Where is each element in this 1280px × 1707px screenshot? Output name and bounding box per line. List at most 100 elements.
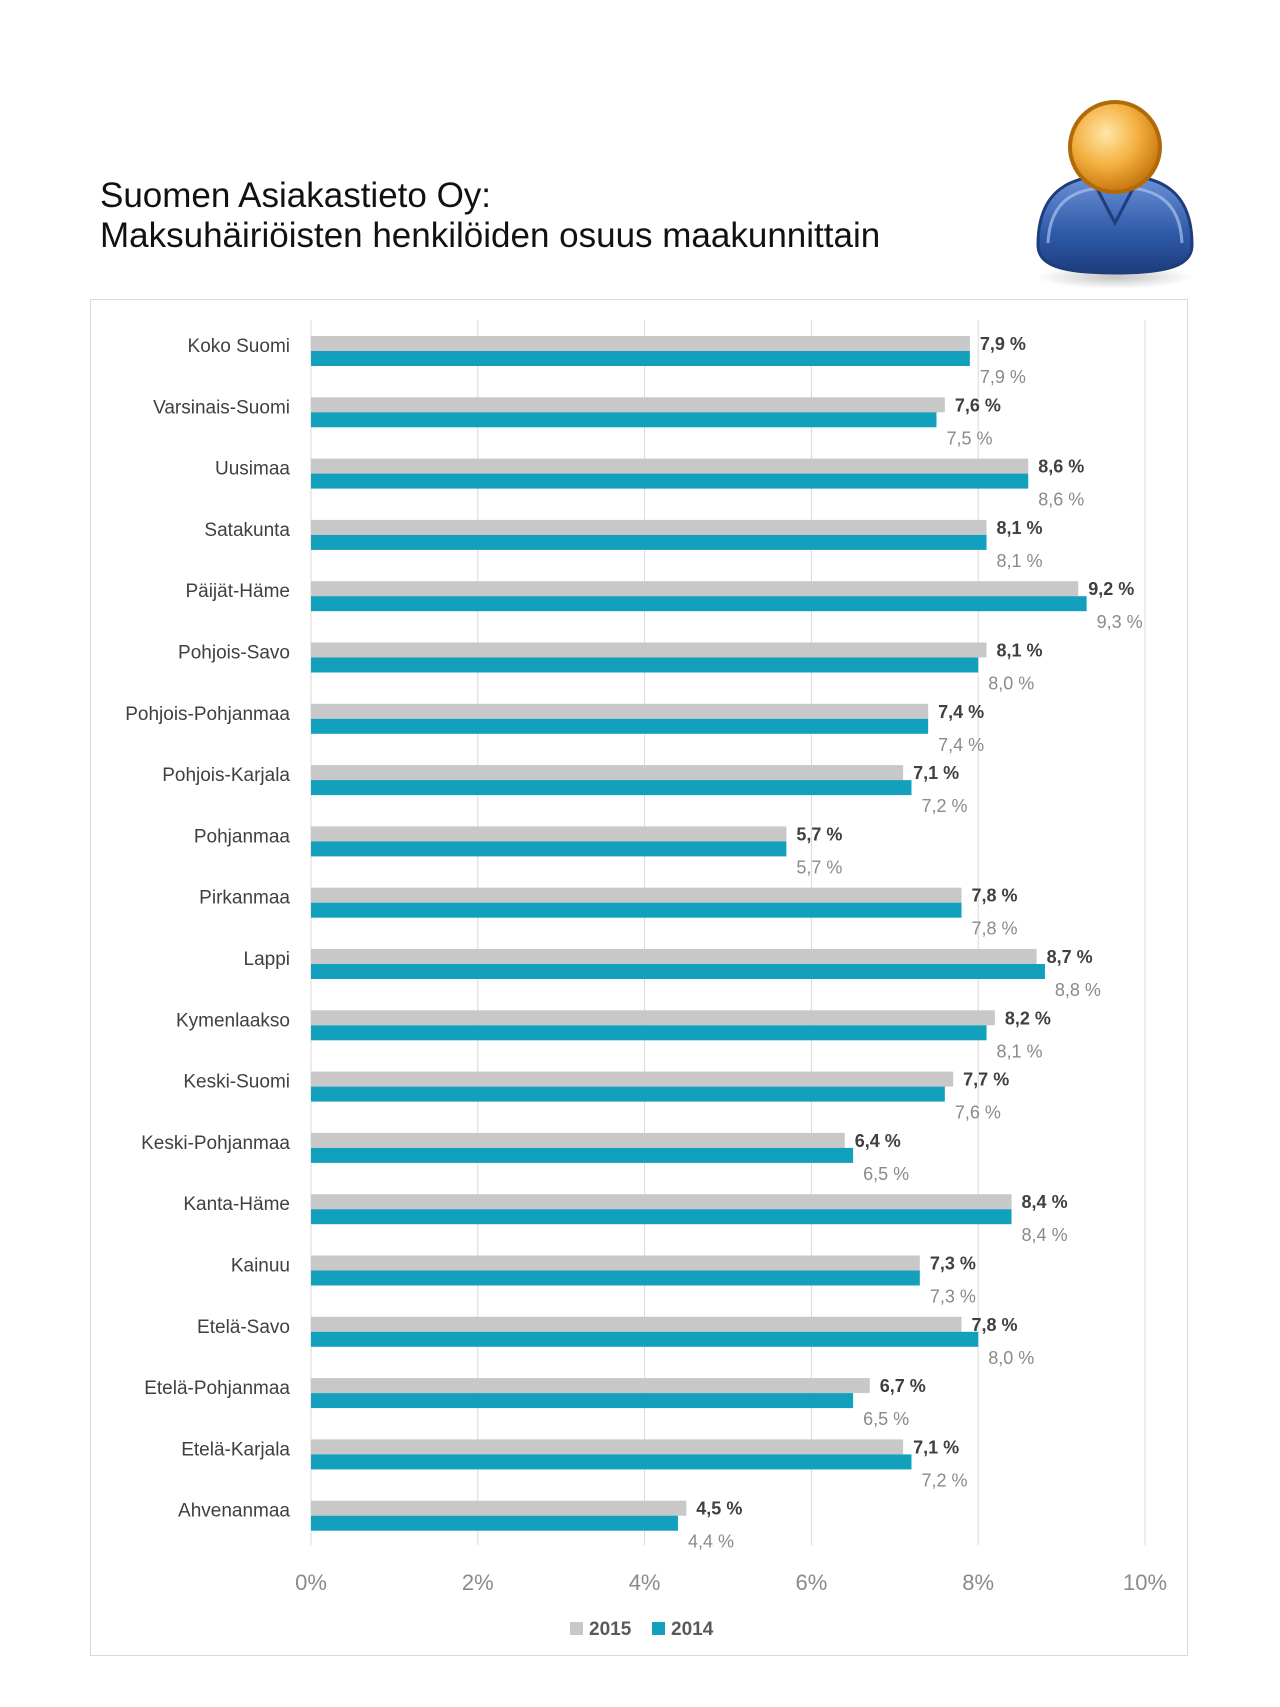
category-label: Etelä-Karjala [181, 1439, 290, 1460]
data-label-2015: 8,6 % [1038, 457, 1084, 477]
data-label-2015: 8,1 % [997, 518, 1043, 538]
bar-2014 [311, 718, 929, 734]
data-label-2014: 5,7 % [796, 857, 842, 877]
x-tick-label: 4% [629, 1570, 661, 1595]
data-label-2014: 7,4 % [938, 735, 984, 755]
bar-2015 [311, 703, 929, 719]
bar-2014 [311, 351, 970, 366]
data-label-2014: 7,3 % [930, 1287, 976, 1307]
bar-2014 [311, 1393, 854, 1409]
data-label-2014: 8,0 % [988, 674, 1034, 694]
bar-2014 [311, 473, 1029, 489]
bar-2015 [311, 458, 1029, 474]
data-label-2014: 7,5 % [947, 428, 993, 448]
bar-2014 [311, 1209, 1012, 1225]
bar-2014 [311, 1086, 945, 1102]
category-label: Kainuu [231, 1256, 290, 1277]
bar-2014 [311, 841, 787, 857]
data-label-2014: 8,0 % [988, 1348, 1034, 1368]
bar-2015 [311, 1378, 870, 1394]
bar-2015 [311, 1132, 845, 1148]
data-label-2015: 7,1 % [913, 1437, 959, 1457]
bar-2014 [311, 1454, 912, 1470]
bar-2014 [311, 657, 979, 673]
data-label-2014: 7,6 % [955, 1103, 1001, 1123]
data-label-2014: 6,5 % [863, 1164, 909, 1184]
data-label-2014: 8,1 % [997, 551, 1043, 571]
data-label-2014: 8,8 % [1055, 980, 1101, 1000]
bar-2015 [311, 581, 1079, 597]
chart-frame [90, 299, 1188, 1656]
bar-2015 [311, 826, 787, 842]
bar-2014 [311, 1331, 979, 1347]
category-label: Lappi [244, 949, 291, 970]
data-label-2015: 7,9 % [980, 334, 1026, 354]
data-label-2014: 8,4 % [1022, 1225, 1068, 1245]
bar-2015 [311, 949, 1037, 964]
bar-2015 [311, 397, 945, 413]
data-label-2014: 7,2 % [921, 1470, 967, 1490]
x-tick-label: 10% [1123, 1570, 1167, 1595]
data-label-2015: 7,6 % [955, 395, 1001, 415]
category-label: Kanta-Häme [183, 1194, 290, 1215]
bar-2015 [311, 642, 987, 658]
bar-2014 [311, 534, 987, 550]
category-label: Koko Suomi [188, 336, 290, 357]
data-label-2015: 6,4 % [855, 1131, 901, 1151]
category-label: Etelä-Pohjanmaa [144, 1378, 290, 1399]
bar-2014 [311, 1147, 854, 1163]
x-tick-label: 8% [962, 1570, 994, 1595]
bar-2014 [311, 596, 1087, 612]
chart-title: Suomen Asiakastieto Oy: Maksuhäiriöisten… [100, 176, 880, 256]
data-label-2015: 9,2 % [1088, 579, 1134, 599]
data-label-2015: 7,8 % [972, 886, 1018, 906]
data-label-2015: 7,3 % [930, 1254, 976, 1274]
title-line-2: Maksuhäiriöisten henkilöiden osuus maaku… [100, 216, 881, 255]
data-label-2015: 8,2 % [1005, 1008, 1051, 1028]
data-label-2014: 4,4 % [688, 1532, 734, 1552]
data-label-2015: 8,4 % [1022, 1192, 1068, 1212]
legend-label-2015: 2015 [589, 1619, 632, 1640]
person-icon [1030, 95, 1200, 295]
title-line-1: Suomen Asiakastieto Oy: [100, 176, 492, 215]
category-label: Satakunta [204, 520, 290, 541]
bar-2015 [311, 1071, 954, 1087]
bar-2015 [311, 765, 904, 781]
bar-2015 [311, 887, 962, 903]
category-label: Keski-Suomi [183, 1072, 290, 1093]
bar-2015 [311, 519, 987, 535]
bar-2015 [311, 1439, 904, 1455]
bar-2015 [311, 1194, 1012, 1210]
bar-2014 [311, 780, 912, 796]
x-tick-label: 6% [796, 1570, 828, 1595]
x-tick-label: 2% [462, 1570, 494, 1595]
category-label: Etelä-Savo [197, 1317, 290, 1338]
legend-label-2014: 2014 [671, 1619, 714, 1640]
data-label-2015: 8,1 % [997, 641, 1043, 661]
bar-2015 [311, 1316, 962, 1332]
data-label-2015: 5,7 % [796, 824, 842, 844]
category-label: Pohjois-Karjala [162, 765, 290, 786]
data-label-2015: 7,1 % [913, 763, 959, 783]
data-label-2014: 7,8 % [972, 919, 1018, 939]
bar-2015 [311, 336, 970, 351]
data-label-2015: 6,7 % [880, 1376, 926, 1396]
category-label: Ahvenanmaa [178, 1501, 290, 1522]
data-label-2015: 7,4 % [938, 702, 984, 722]
legend-swatch-2015 [570, 1622, 583, 1635]
category-label: Pohjois-Savo [178, 643, 290, 664]
category-label: Pohjois-Pohjanmaa [125, 704, 290, 725]
bar-2015 [311, 1255, 920, 1271]
data-label-2014: 8,1 % [997, 1041, 1043, 1061]
x-tick-label: 0% [295, 1570, 327, 1595]
category-label: Päijät-Häme [185, 581, 290, 602]
legend-swatch-2014 [652, 1622, 665, 1635]
data-label-2015: 4,5 % [696, 1499, 742, 1519]
bar-2014 [311, 902, 962, 918]
bar-2014 [311, 1270, 920, 1286]
bar-2014 [311, 412, 937, 428]
data-label-2014: 6,5 % [863, 1409, 909, 1429]
category-label: Kymenlaakso [176, 1010, 290, 1031]
data-label-2015: 7,8 % [972, 1315, 1018, 1335]
